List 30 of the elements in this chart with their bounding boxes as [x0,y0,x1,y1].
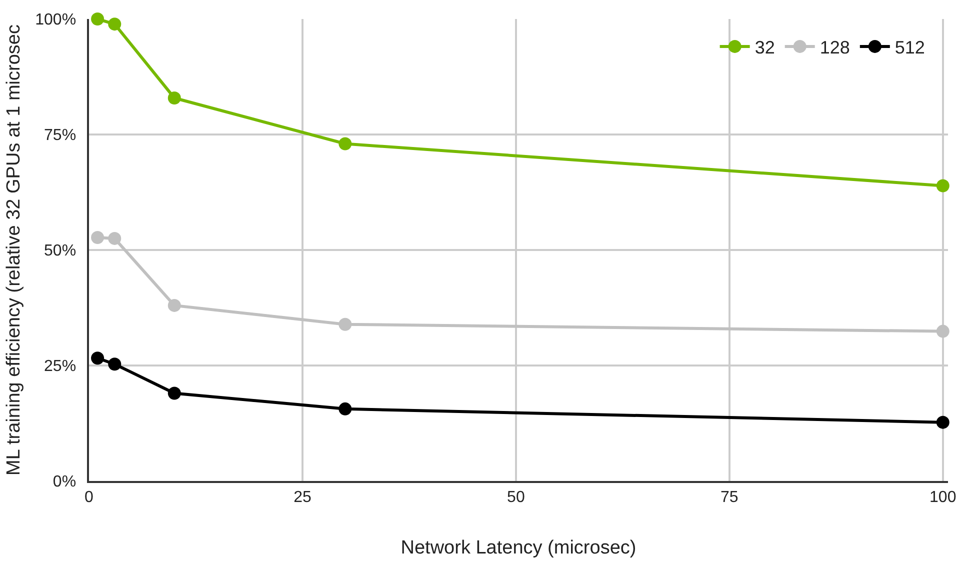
legend-label: 32 [754,37,775,58]
point [91,231,104,244]
y-tick-label: 100% [35,12,76,29]
y-tick-label: 25% [44,358,76,376]
x-axis-title: Network Latency (microsec) [400,537,636,558]
y-tick-label: 50% [44,242,76,260]
point [338,137,352,150]
y-axis-title: ML training efficiency (relative 32 GPUs at 1 microsec [3,24,24,476]
x-tick-label: 25 [294,488,312,506]
point [108,232,122,245]
x-tick-label: 50 [507,488,525,506]
x-tick-label: 0 [84,488,94,506]
point [936,324,950,338]
point [168,92,181,104]
point [168,386,181,400]
point [91,352,104,365]
point [108,358,122,371]
point [338,402,352,416]
x-tick-label: 75 [720,488,738,506]
x-tick-label: 100 [930,488,956,506]
legend-label: 128 [820,37,850,58]
point [108,18,122,31]
point [91,12,104,26]
legend-label: 512 [894,37,925,58]
point [168,298,181,312]
point [338,318,352,331]
y-tick-label: 0% [52,474,76,491]
point [936,179,950,192]
point [936,416,950,429]
y-tick-label: 75% [44,127,76,144]
